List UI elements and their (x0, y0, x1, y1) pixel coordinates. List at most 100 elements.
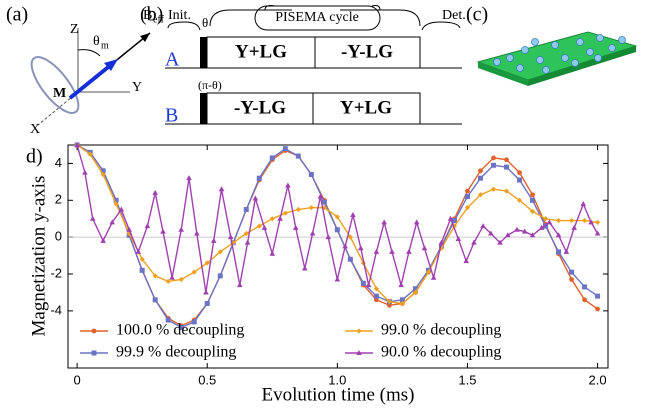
legend-marker (91, 350, 97, 356)
marker (236, 282, 243, 288)
y-tick-label: 0 (55, 229, 62, 244)
x-tick-label: 0 (73, 372, 80, 387)
sequence-label: B (165, 105, 178, 127)
marker (412, 289, 419, 296)
marker (100, 168, 106, 174)
marker (471, 239, 477, 245)
init-label: Init. (168, 8, 191, 23)
arrow-head (140, 33, 150, 42)
marker (491, 155, 496, 161)
marker (302, 265, 308, 271)
axis-label: Y (132, 80, 142, 95)
block (206, 36, 316, 69)
marker (521, 228, 528, 234)
arrow-head (104, 59, 118, 71)
marker (529, 208, 536, 214)
marker (546, 219, 553, 225)
legend-marker (356, 328, 362, 334)
marker (451, 218, 457, 224)
block (314, 36, 421, 69)
marker (581, 217, 588, 224)
y-tick-label: 4 (55, 155, 62, 170)
marker (204, 300, 210, 306)
marker (277, 215, 283, 221)
marker (490, 186, 497, 192)
marker (516, 197, 523, 203)
field-subscript: eff (153, 14, 165, 25)
marker (256, 175, 262, 181)
x-axis-title: Evolution time (ms) (261, 384, 414, 405)
marker (517, 170, 522, 176)
block (206, 92, 314, 125)
y-tick-label: -4 (50, 302, 62, 317)
marker (334, 227, 340, 233)
marker (365, 282, 372, 288)
plot-frame (67, 144, 609, 369)
magnetization-vector (68, 62, 114, 100)
marker (568, 217, 575, 224)
marker (530, 197, 536, 203)
marker (569, 269, 575, 275)
marker (269, 216, 275, 222)
marker (542, 216, 549, 222)
marker (243, 207, 249, 213)
membrane-edge (528, 46, 636, 86)
membrane-edge (478, 62, 528, 86)
sequence-label: A (165, 49, 180, 71)
marker (398, 282, 404, 288)
marker (556, 249, 562, 255)
detection-label: Det. (442, 8, 466, 23)
marker (497, 239, 503, 245)
marker (571, 224, 577, 230)
marker (178, 324, 184, 330)
marker (447, 215, 454, 221)
marker (517, 177, 523, 183)
marker (595, 306, 600, 312)
marker (347, 256, 353, 262)
marker (152, 189, 158, 195)
marker (100, 171, 106, 178)
marker (582, 297, 587, 303)
marker (504, 164, 510, 170)
legend-label: 90.0 % decoupling (381, 344, 501, 361)
marker (373, 286, 379, 292)
marker (334, 214, 340, 220)
marker (595, 293, 601, 299)
marker (594, 219, 601, 226)
panel-label: (b) (140, 4, 163, 26)
marker (342, 243, 348, 249)
marker (295, 153, 301, 159)
x-tick-label: 2.0 (589, 372, 607, 387)
marker (217, 273, 223, 279)
panel-label: (c) (466, 4, 488, 26)
marker (217, 249, 223, 255)
angle-label: θ (93, 34, 100, 49)
marker (82, 169, 88, 175)
marker (178, 226, 185, 232)
marker (135, 248, 142, 254)
marker (465, 188, 470, 194)
marker (243, 230, 249, 237)
marker (252, 195, 259, 201)
marker (178, 276, 184, 283)
x-axis (37, 91, 79, 126)
pulse (200, 93, 207, 124)
marker (425, 269, 432, 275)
brace (167, 21, 201, 31)
marker (109, 219, 116, 225)
marker (309, 230, 316, 236)
pulse (200, 37, 207, 68)
vector-label: M (53, 86, 66, 101)
marker (399, 297, 405, 303)
marker (464, 205, 471, 211)
panel-label: (a) (6, 4, 28, 26)
angle-subscript: m (101, 40, 109, 51)
marker (477, 192, 484, 198)
marker (152, 297, 158, 303)
block (312, 92, 421, 125)
marker (308, 205, 314, 211)
marker (386, 299, 392, 305)
marker (191, 319, 197, 325)
